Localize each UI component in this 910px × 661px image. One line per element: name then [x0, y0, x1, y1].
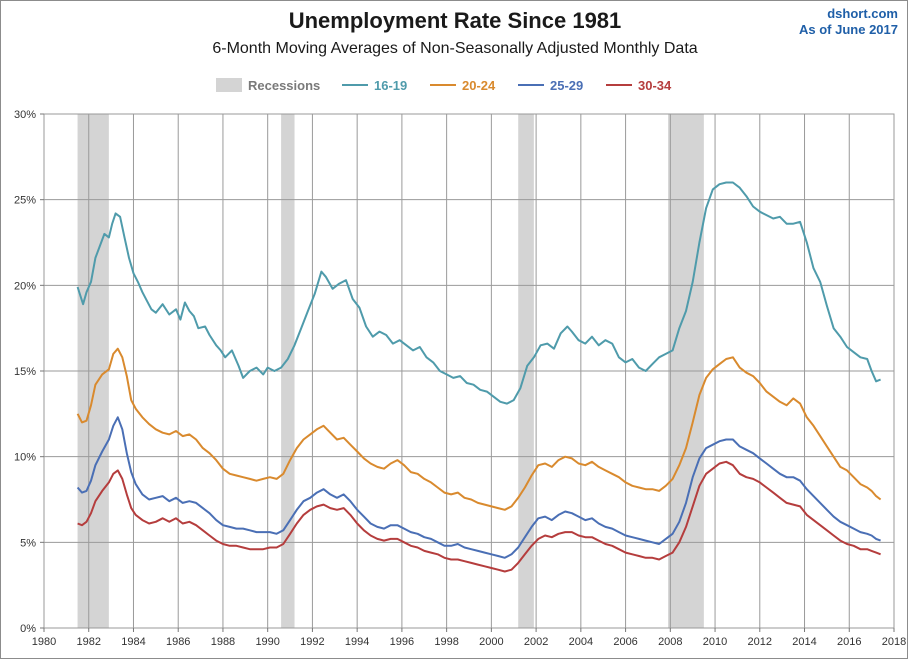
x-tick-label: 2006 [613, 636, 637, 648]
series-line-16-19 [76, 181, 881, 405]
legend-swatch-recessions [216, 78, 242, 92]
legend: Recessions 16-19 20-24 25-29 30-34 [216, 78, 672, 93]
y-tick-label: 15% [14, 366, 36, 378]
x-tick-label: 1992 [300, 636, 324, 648]
x-tick-label: 2004 [569, 636, 593, 648]
x-tick-label: 2018 [882, 636, 906, 648]
series-line-25-29 [76, 416, 881, 559]
legend-label: 30-34 [638, 78, 672, 93]
y-tick-label: 25% [14, 195, 36, 207]
chart-subtitle: 6-Month Moving Averages of Non-Seasonall… [212, 40, 698, 57]
series-line-30-34 [77, 460, 881, 573]
x-tick-label: 2012 [748, 636, 772, 648]
x-tick-label: 2002 [524, 636, 548, 648]
source-label: dshort.com As of June 2017 [799, 6, 898, 38]
series-line-20-24 [76, 347, 882, 511]
x-tick-label: 2008 [658, 636, 682, 648]
legend-label: 20-24 [462, 78, 496, 93]
x-tick-label: 1994 [345, 636, 369, 648]
source-site: dshort.com [827, 6, 898, 21]
source-date: As of June 2017 [799, 22, 898, 37]
x-tick-label: 1980 [32, 636, 56, 648]
legend-label: 25-29 [550, 78, 583, 93]
x-tick-label: 2010 [703, 636, 727, 648]
x-tick-label: 1990 [255, 636, 279, 648]
y-tick-label: 0% [20, 623, 36, 635]
x-tick-label: 2000 [479, 636, 503, 648]
x-tick-label: 2014 [792, 636, 816, 648]
axes: 1980 1982 1984 1986 1988 1990 1992 1994 1996 1998… [14, 109, 906, 648]
x-tick-label: 1984 [121, 636, 145, 648]
legend-label: 16-19 [374, 78, 407, 93]
legend-label: Recessions [248, 78, 320, 93]
x-tick-label: 1996 [390, 636, 414, 648]
chart-title: Unemployment Rate Since 1981 [288, 8, 622, 33]
y-tick-label: 5% [20, 537, 36, 549]
x-tick-label: 1986 [166, 636, 190, 648]
series-lines [76, 181, 882, 573]
x-tick-label: 1988 [211, 636, 235, 648]
x-tick-label: 2016 [837, 636, 861, 648]
y-tick-label: 20% [14, 280, 36, 292]
y-tick-label: 30% [14, 109, 36, 121]
x-tick-label: 1998 [434, 636, 458, 648]
x-tick-label: 1982 [76, 636, 100, 648]
y-tick-label: 10% [14, 452, 36, 464]
gridlines [43, 113, 895, 629]
